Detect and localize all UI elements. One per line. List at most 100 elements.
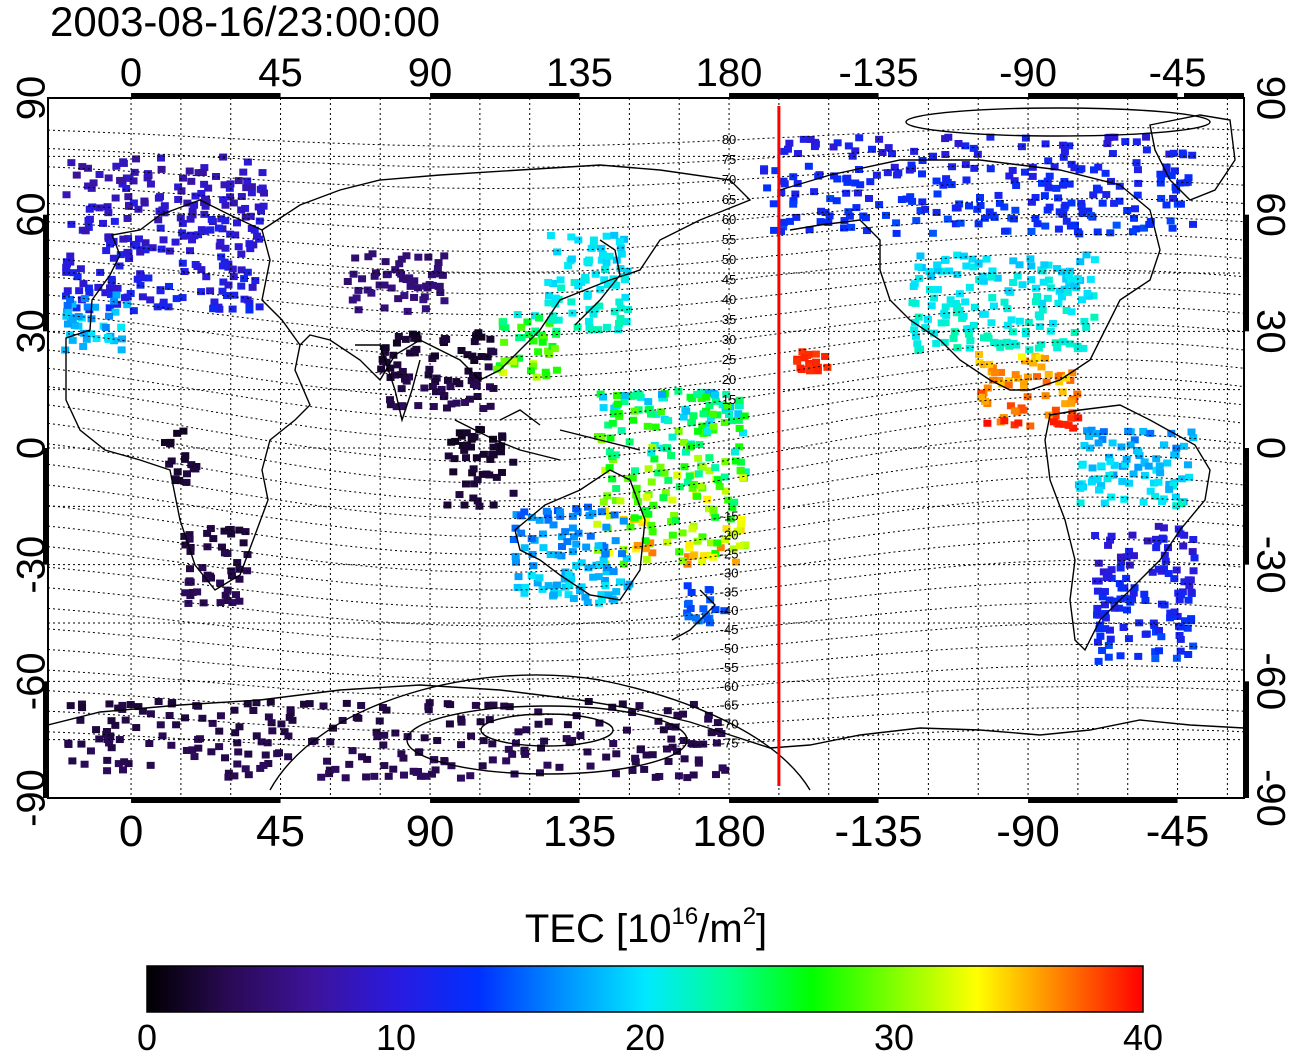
- magnetic-contour: [48, 412, 1244, 484]
- tec-point: [1009, 215, 1018, 223]
- tec-point: [129, 199, 138, 207]
- tec-point: [1069, 424, 1078, 432]
- tec-point: [913, 340, 922, 348]
- tec-point: [933, 261, 942, 269]
- tec-point: [141, 246, 150, 254]
- tec-point: [461, 480, 470, 488]
- tec-point: [72, 171, 81, 179]
- tec-point: [968, 255, 977, 263]
- tec-point: [479, 737, 488, 745]
- tec-point: [847, 223, 856, 231]
- tec-point: [1066, 222, 1075, 230]
- tec-point: [648, 549, 657, 557]
- map-title: 2003-08-16/23:00:00: [50, 0, 440, 45]
- tec-point: [711, 464, 720, 472]
- tec-point: [1068, 409, 1077, 417]
- tec-point: [436, 289, 445, 297]
- tec-point: [393, 361, 402, 369]
- tec-point: [1098, 199, 1107, 207]
- tec-point: [679, 737, 688, 745]
- tec-point: [1102, 574, 1111, 582]
- tec-point: [702, 393, 711, 401]
- tec-point: [154, 216, 163, 224]
- tec-point: [104, 174, 113, 182]
- tec-point: [111, 308, 120, 316]
- tec-point: [217, 543, 226, 551]
- tec-point: [68, 316, 77, 324]
- tec-point: [528, 550, 537, 558]
- tec-point: [529, 562, 538, 570]
- tec-point: [679, 438, 688, 446]
- tec-point: [735, 542, 744, 550]
- tec-point: [103, 736, 112, 744]
- tec-point: [626, 523, 635, 531]
- tec-point: [910, 147, 919, 155]
- top-lon-label: 90: [408, 51, 453, 95]
- tec-point: [975, 351, 984, 359]
- tec-point: [785, 217, 794, 225]
- tec-point: [1094, 186, 1103, 194]
- tec-point: [619, 560, 628, 568]
- tec-point: [1098, 435, 1107, 443]
- tec-point: [242, 184, 251, 192]
- tec-point: [257, 207, 266, 215]
- tec-point: [1078, 461, 1087, 469]
- tec-point: [648, 444, 657, 452]
- tec-point: [1067, 160, 1076, 168]
- tec-point: [1020, 168, 1029, 176]
- tec-point: [875, 201, 884, 209]
- tec-point: [927, 273, 936, 281]
- tec-point: [721, 458, 730, 466]
- tec-point: [544, 582, 553, 590]
- tec-point: [267, 719, 276, 727]
- tec-point: [944, 267, 953, 275]
- tec-point: [114, 704, 123, 712]
- magnetic-contour: [48, 622, 1244, 662]
- tec-point: [1094, 577, 1103, 585]
- tec-point: [602, 259, 611, 267]
- tec-point: [468, 469, 477, 477]
- tec-point: [420, 734, 429, 742]
- tec-point: [1120, 495, 1129, 503]
- tec-point: [547, 316, 556, 324]
- tec-point: [165, 282, 174, 290]
- tec-point: [1099, 428, 1108, 436]
- tec-point: [932, 208, 941, 216]
- tec-point: [68, 336, 77, 344]
- tec-point: [1184, 576, 1193, 584]
- tec-point: [658, 394, 667, 402]
- tec-point: [1070, 328, 1079, 336]
- tec-point: [979, 277, 988, 285]
- tec-point: [925, 268, 934, 276]
- tec-point: [1106, 635, 1115, 643]
- magnetic-latitude-label: 50: [722, 252, 736, 267]
- tec-point: [1079, 344, 1088, 352]
- tec-point: [720, 473, 729, 481]
- tec-point: [1151, 492, 1160, 500]
- tec-point: [216, 712, 225, 720]
- tec-point: [713, 719, 722, 727]
- tec-point: [730, 448, 739, 456]
- tec-point: [563, 538, 572, 546]
- tec-point: [180, 268, 189, 276]
- tec-point: [192, 702, 201, 710]
- tec-point: [219, 196, 228, 204]
- tec-point: [219, 153, 228, 161]
- tec-point: [1106, 536, 1115, 544]
- tec-point: [198, 714, 207, 722]
- tec-point: [1130, 584, 1139, 592]
- tec-point: [89, 179, 98, 187]
- tec-point: [537, 744, 546, 752]
- tec-point: [721, 487, 730, 495]
- magnetic-latitude-label: 80: [722, 132, 736, 147]
- top-lon-label: 0: [120, 51, 142, 95]
- tec-point: [84, 164, 93, 172]
- tec-point: [1146, 429, 1155, 437]
- tec-point: [791, 190, 800, 198]
- frame-bar-top: [1184, 93, 1244, 98]
- tec-point: [538, 530, 547, 538]
- tec-point: [1062, 217, 1071, 225]
- tec-point: [969, 263, 978, 271]
- tec-point: [243, 268, 252, 276]
- tec-point: [203, 571, 212, 579]
